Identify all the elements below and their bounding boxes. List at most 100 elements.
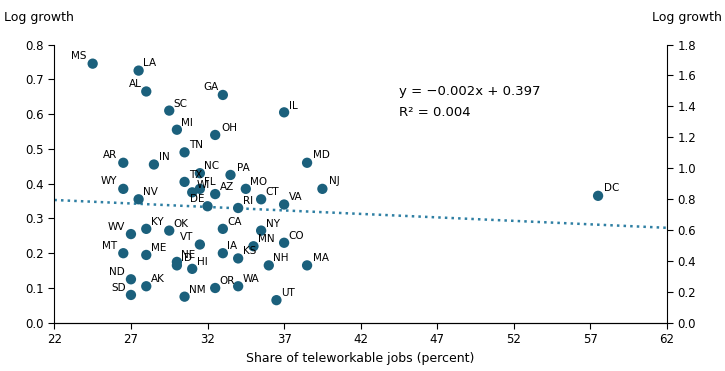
Point: [117, 250, 129, 256]
Point: [194, 242, 206, 247]
Point: [232, 283, 244, 289]
Point: [179, 150, 191, 155]
Text: OK: OK: [174, 219, 188, 229]
Point: [302, 160, 313, 166]
Text: WI: WI: [196, 180, 210, 190]
Point: [278, 109, 290, 115]
Text: HI: HI: [196, 257, 207, 267]
Point: [179, 294, 191, 300]
Text: MI: MI: [181, 118, 194, 128]
Text: KS: KS: [243, 246, 256, 256]
Point: [141, 283, 152, 289]
Text: IL: IL: [289, 101, 297, 111]
Text: KY: KY: [151, 217, 164, 227]
Text: UT: UT: [281, 288, 295, 298]
Text: SC: SC: [174, 99, 188, 108]
Point: [133, 68, 144, 73]
Point: [232, 205, 244, 211]
Point: [278, 240, 290, 246]
Point: [592, 193, 604, 199]
Point: [270, 297, 282, 303]
Text: DE: DE: [190, 194, 204, 204]
Point: [117, 160, 129, 166]
Point: [163, 108, 175, 114]
Point: [232, 256, 244, 262]
Point: [263, 262, 275, 268]
Point: [141, 89, 152, 95]
Text: DC: DC: [604, 183, 620, 193]
Point: [255, 228, 267, 234]
Text: y = −0.002x + 0.397
R² = 0.004: y = −0.002x + 0.397 R² = 0.004: [399, 85, 540, 118]
Text: MT: MT: [102, 241, 117, 251]
Text: MA: MA: [313, 253, 329, 263]
Text: MD: MD: [313, 150, 330, 160]
Text: VT: VT: [181, 232, 194, 242]
Point: [141, 252, 152, 258]
Point: [317, 186, 328, 192]
Text: NV: NV: [144, 187, 158, 197]
Point: [125, 231, 137, 237]
Text: NJ: NJ: [328, 177, 339, 186]
Point: [255, 196, 267, 202]
Point: [171, 262, 183, 268]
Point: [186, 266, 198, 272]
Text: IN: IN: [159, 152, 169, 162]
Point: [171, 127, 183, 133]
Text: NY: NY: [266, 219, 280, 229]
Point: [133, 196, 144, 202]
Text: SD: SD: [112, 283, 126, 293]
Text: WY: WY: [101, 177, 117, 186]
Point: [217, 250, 228, 256]
Point: [171, 259, 183, 265]
Text: AL: AL: [129, 79, 141, 89]
Text: Log growth: Log growth: [652, 11, 721, 24]
Text: TN: TN: [189, 140, 203, 150]
Text: CA: CA: [228, 217, 242, 227]
Point: [210, 285, 221, 291]
Text: VA: VA: [289, 193, 302, 203]
Point: [225, 172, 236, 178]
Text: PA: PA: [236, 162, 249, 173]
Text: OH: OH: [221, 122, 237, 132]
X-axis label: Share of teleworkable jobs (percent): Share of teleworkable jobs (percent): [247, 352, 475, 365]
Text: RI: RI: [243, 196, 253, 206]
Text: LA: LA: [144, 58, 157, 68]
Point: [87, 61, 99, 67]
Point: [217, 226, 228, 232]
Point: [194, 170, 206, 176]
Text: IA: IA: [228, 241, 238, 251]
Text: ID: ID: [181, 253, 193, 263]
Text: GA: GA: [203, 82, 218, 92]
Point: [117, 186, 129, 192]
Point: [302, 262, 313, 268]
Text: AZ: AZ: [220, 182, 234, 192]
Text: TX: TX: [189, 170, 202, 180]
Point: [240, 186, 252, 192]
Text: MN: MN: [258, 234, 275, 244]
Point: [194, 186, 206, 192]
Point: [141, 226, 152, 232]
Text: CT: CT: [266, 187, 279, 197]
Point: [163, 228, 175, 234]
Text: NH: NH: [273, 253, 289, 263]
Point: [210, 132, 221, 138]
Text: NM: NM: [189, 285, 206, 295]
Text: MO: MO: [250, 177, 268, 187]
Text: CO: CO: [289, 231, 304, 241]
Text: NC: NC: [204, 161, 220, 171]
Point: [125, 292, 137, 298]
Text: Log growth: Log growth: [4, 11, 73, 24]
Text: AR: AR: [103, 150, 117, 160]
Text: NE: NE: [181, 250, 196, 260]
Point: [210, 191, 221, 197]
Text: WV: WV: [107, 222, 125, 232]
Point: [148, 161, 160, 167]
Text: AK: AK: [151, 274, 165, 284]
Text: OR: OR: [220, 276, 235, 286]
Point: [278, 201, 290, 207]
Text: ND: ND: [109, 267, 125, 277]
Point: [248, 243, 260, 249]
Point: [186, 189, 198, 195]
Text: FL: FL: [204, 177, 216, 187]
Point: [217, 92, 228, 98]
